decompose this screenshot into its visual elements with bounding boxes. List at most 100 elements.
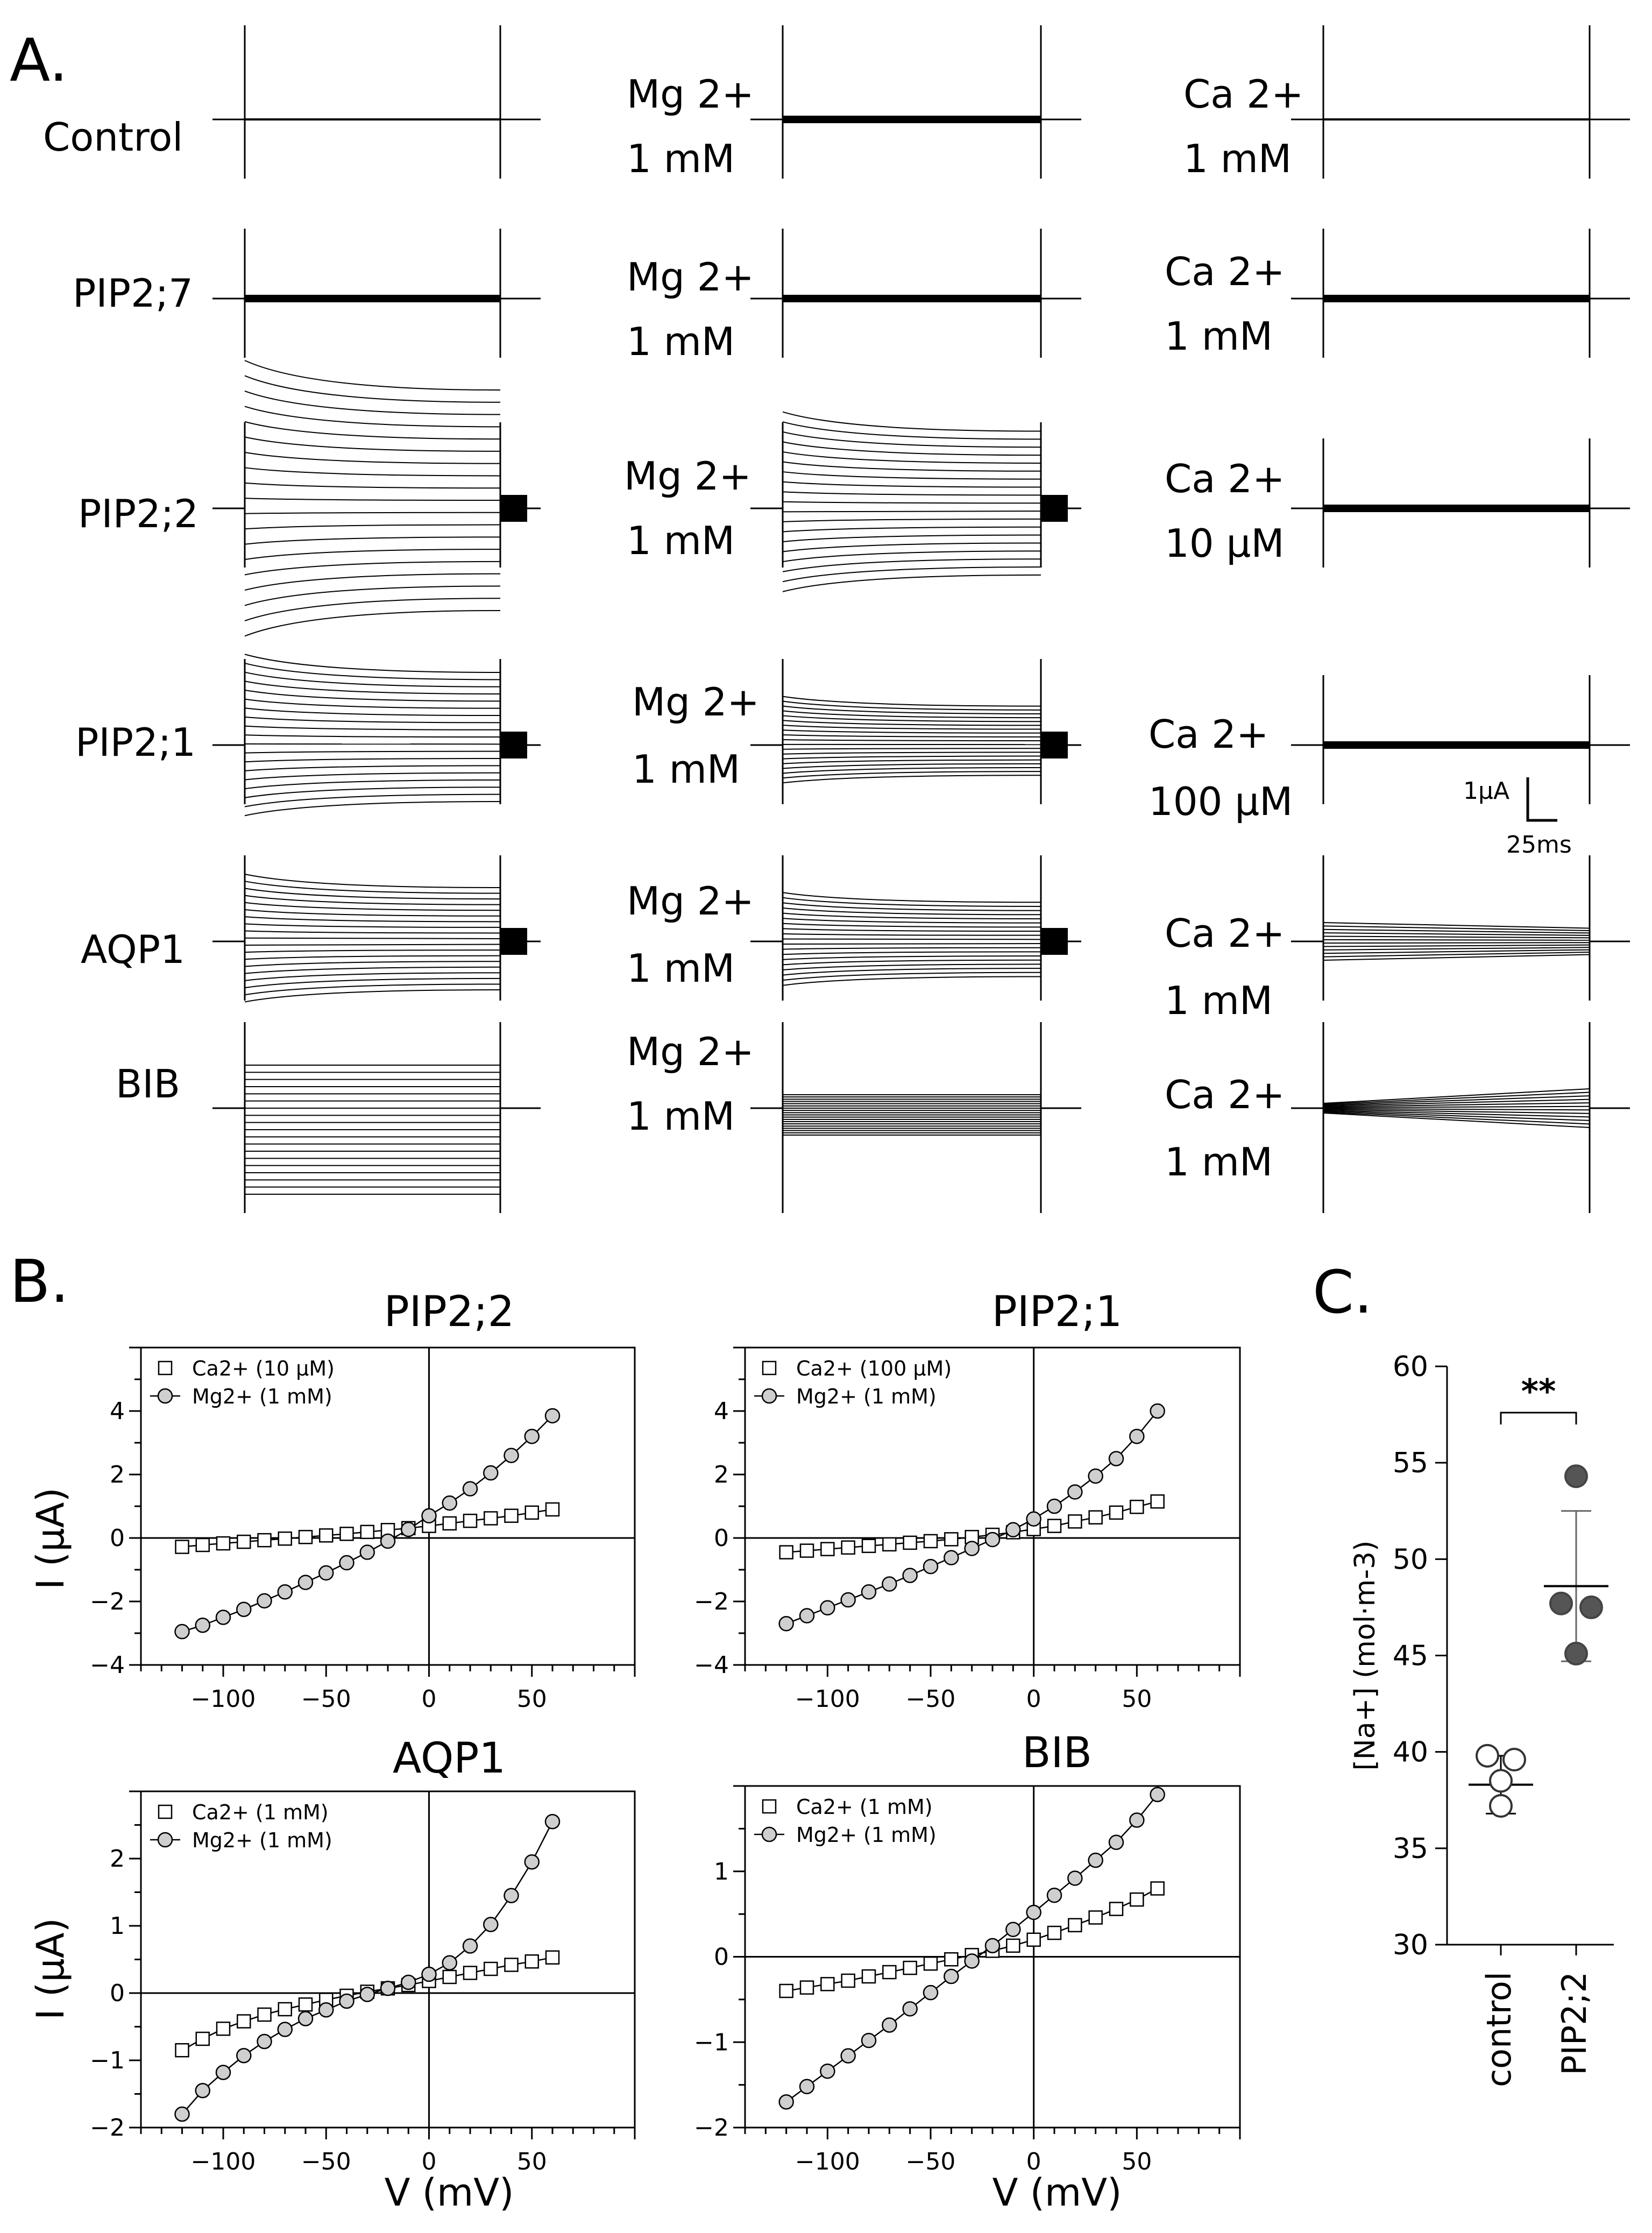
y-tick-label: 4 [714, 1398, 729, 1425]
trace-sweep [782, 976, 1041, 986]
trace-sweep [244, 989, 501, 1003]
x-tick-label: −50 [301, 1685, 351, 1713]
trace-sweep [1323, 954, 1590, 961]
ca-data-point [524, 1505, 539, 1520]
mg-label-line2: 1 mM [627, 946, 735, 991]
ca-label-line1: Ca 2+ [1183, 72, 1303, 117]
legend-circle-marker [157, 1832, 173, 1848]
trace-sweep [244, 966, 501, 974]
ca-label-line1: Ca 2+ [1165, 1072, 1285, 1117]
legend-label: Ca2+ (100 μM) [796, 1357, 952, 1380]
mg-data-point [236, 2048, 252, 2064]
ca-data-point [237, 2014, 251, 2029]
trace-sweep [782, 933, 1041, 936]
trace-sweep [782, 411, 1041, 432]
mg-data-point [944, 1968, 959, 1984]
trace-sweep [1323, 1108, 1590, 1111]
mg-data-point [421, 1508, 437, 1523]
trace-sweep [1323, 922, 1590, 929]
trace-sweep [244, 549, 501, 561]
ca-data-point [1068, 1918, 1082, 1933]
ca-data-point [779, 1545, 793, 1559]
trace-tail-current [500, 928, 527, 955]
ca-label-line2: 1 mM [1165, 978, 1273, 1023]
trace-sweep [244, 983, 501, 996]
ca-label-line2: 1 mM [1183, 136, 1292, 181]
ca-data-point [339, 1527, 354, 1541]
trace-sweep [782, 907, 1041, 916]
mg-data-point [359, 1544, 375, 1560]
trace-sweep [782, 700, 1041, 711]
x-tick-label: −50 [301, 2148, 351, 2175]
ca-data-point [861, 1969, 876, 1984]
iv-plot-aqp1: AQP1 −100 −50 0 50 −2 −1 0 1 2 Ca2+ (1 mM) Mg2+ (1 … [90, 1734, 636, 2175]
iv-title: PIP2;2 [384, 1288, 515, 1336]
ca-data-point [799, 1980, 814, 1995]
scale-bar-lines [1526, 777, 1557, 822]
b-xlabel-right: V (mV) [992, 2171, 1122, 2215]
mg-data-point [840, 1592, 856, 1608]
ca-label-line2: 100 μM [1148, 779, 1293, 824]
trace-sweep [782, 542, 1041, 552]
mg-data-point [504, 1448, 519, 1463]
c-ylabel: [Na+] (mol·m-3) [1349, 1541, 1381, 1771]
mg-data-point [401, 1521, 416, 1537]
mg-data-point [442, 1955, 457, 1970]
legend-circle-marker [761, 1826, 777, 1842]
ca-data-point [861, 1539, 876, 1553]
trace-sweep [244, 916, 501, 923]
legend-square-marker [762, 1360, 777, 1376]
scale-bar-time-label: 25ms [1506, 831, 1572, 859]
legend-label: Mg2+ (1 mM) [192, 1828, 332, 1852]
trace-sweep [782, 501, 1041, 504]
mg-data-point [1108, 1451, 1124, 1466]
legend-circle-marker [761, 1388, 777, 1404]
mg-data-point [421, 1966, 437, 1982]
trace-sweep [244, 451, 501, 464]
mg-data-point [882, 1576, 897, 1592]
trace-sweep [244, 909, 501, 917]
ca-label-line1: Ca 2+ [1165, 249, 1285, 294]
na-concentration-plot: 30 35 40 45 50 55 60 [Na+] (mol·m-3) control PIP2… [1349, 1351, 1614, 2087]
trace-sweep [244, 598, 501, 621]
c-data-point [1564, 1641, 1588, 1665]
trace-sweep [244, 902, 501, 911]
mg-data-point [1067, 1870, 1083, 1886]
b-ylabel-top: I (μA) [29, 1487, 73, 1590]
trace-sweep [782, 955, 1041, 960]
x-tick-label: 0 [422, 2148, 437, 2175]
y-tick-label: −1 [694, 2029, 729, 2056]
trace-sweep [244, 734, 501, 738]
x-tick-label: 50 [517, 1685, 547, 1713]
x-tick-label: −100 [795, 1685, 860, 1713]
mg-data-point [902, 1568, 918, 1583]
mg-data-point [215, 2065, 231, 2080]
trace-sweep [244, 421, 501, 440]
trace-sweep [782, 923, 1041, 928]
mg-data-point [1005, 1922, 1021, 1937]
trace-sweep [1323, 944, 1590, 947]
trace-sweep [244, 482, 501, 489]
mg-data-point [483, 1465, 499, 1481]
x-tick-label: −100 [795, 2148, 860, 2175]
trace-sweep [244, 725, 501, 731]
mg-data-point [1026, 1904, 1041, 1920]
mg-data-point [882, 2017, 897, 2033]
ca-data-point [1130, 1499, 1144, 1514]
panel-a-mg-labels: Mg 2+ 1 mM Mg 2+ 1 mM Mg 2+ 1 mM Mg 2+ 1… [624, 72, 760, 1139]
trace-sweep [244, 536, 501, 545]
trace-sweep [244, 786, 501, 798]
trace-sweep [244, 436, 501, 452]
trace-sweep [782, 748, 1041, 750]
ca-data-point [319, 1528, 334, 1543]
trace-sweep [1323, 1088, 1590, 1104]
c-data-point [1549, 1591, 1573, 1615]
ca-data-point [1088, 1510, 1103, 1525]
legend-square-marker [762, 1799, 777, 1814]
trace-sweep [1323, 1111, 1590, 1125]
trace-sweep [782, 518, 1041, 522]
current-traces [212, 25, 1630, 1213]
iv-plot-bib: BIB −100 −50 0 50 −2 −1 0 1 Ca2+ (1 mM) Mg2+ (1 mM… [694, 1729, 1241, 2175]
mg-label-line1: Mg 2+ [627, 878, 754, 924]
trace-tail-current [1041, 928, 1068, 955]
